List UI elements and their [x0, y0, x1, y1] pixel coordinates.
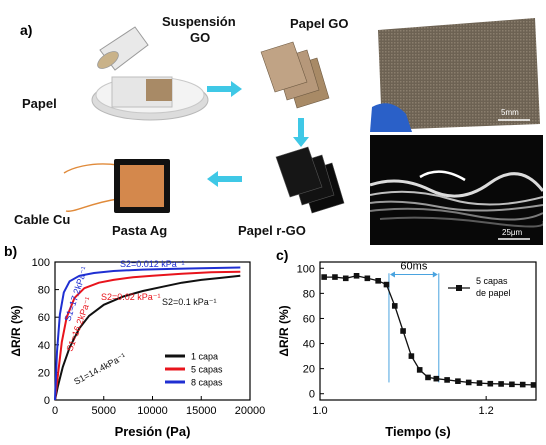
rgo-paper-stack [275, 146, 345, 214]
y-tick-label: 60 [38, 312, 50, 324]
chart-c-time-response: 1.0 1.2 0 20 40 60 80 100 Tiempo (s) ΔR/R (%) 60ms… [277, 261, 537, 439]
photo-paper-sample: 5mm [370, 12, 543, 132]
plot-frame [319, 261, 537, 401]
y-tick-label: 60 [303, 313, 315, 325]
label-cable-cu: Cable Cu [14, 212, 71, 227]
panel-a-letter: a) [20, 22, 33, 38]
fabrication-illustration [91, 26, 209, 121]
y-tick-label: 80 [303, 288, 315, 300]
data-point [487, 380, 494, 387]
data-point [455, 378, 461, 384]
scale-bar-top: 5mm [501, 108, 519, 117]
sem-layers-image [370, 135, 543, 245]
data-point [509, 381, 515, 388]
legend-label-line2: de papel [476, 288, 511, 298]
sensor-device [63, 159, 170, 213]
series-line-1-capa [54, 274, 241, 401]
data-point [433, 375, 440, 382]
data-point [332, 274, 338, 280]
cable-wire-1 [63, 163, 119, 174]
timing-arrow-left [389, 271, 395, 278]
y-tick-label: 20 [303, 364, 315, 376]
y-tick-label: 40 [303, 339, 315, 351]
electrode-pad [120, 165, 164, 207]
data-point [342, 275, 349, 282]
data-point [416, 367, 423, 373]
data-point [400, 328, 406, 334]
y-tick-label: 100 [297, 263, 315, 275]
y-tick-label: 0 [309, 389, 315, 401]
arrow-down-icon [293, 118, 309, 147]
paper-sample-image [370, 18, 540, 132]
legend-label: 8 capas [191, 378, 223, 388]
data-point [383, 281, 390, 288]
label-papel-rgo: Papel r-GO [238, 223, 306, 238]
y-tick-label: 100 [32, 257, 50, 269]
y-axis-label: ΔR/R (%) [9, 305, 23, 356]
label-papel-go: Papel GO [290, 16, 349, 31]
x-axis-label: Presión (Pa) [115, 424, 191, 439]
go-paper-stack [260, 41, 330, 109]
label-suspension-2: GO [190, 30, 211, 45]
data-point [425, 374, 431, 381]
series-line-5-capas [54, 270, 241, 401]
pouring-cup-icon [97, 26, 149, 71]
y-tick-label: 20 [38, 367, 50, 379]
scale-bar-bottom: 25μm [502, 228, 523, 237]
slope-annotation: S2=0.02 kPa⁻¹ [101, 292, 161, 302]
data-point [375, 278, 381, 284]
label-pasta-ag: Pasta Ag [112, 223, 168, 238]
arrow-right-icon [207, 81, 242, 97]
label-suspension-1: Suspensión [162, 14, 236, 29]
x-tick-label: 10000 [137, 405, 168, 417]
y-axis-label: ΔR/R (%) [277, 305, 291, 356]
chart-b-pressure-response: 0 5000 10000 15000 20000 0 20 40 60 80 100 Presión … [9, 257, 266, 439]
legend-marker [456, 285, 462, 291]
y-tick-label: 80 [38, 285, 50, 297]
y-tick-label: 0 [44, 395, 50, 407]
legend-label-line1: 5 capas [476, 276, 508, 286]
arrow-left-icon [207, 171, 242, 187]
glove-shape [370, 103, 412, 132]
panel-c-letter: c) [276, 247, 289, 263]
data-point [465, 379, 472, 386]
timing-label: 60ms [400, 261, 427, 273]
data-point [391, 303, 398, 309]
petri-dish-icon [91, 76, 209, 121]
series-line-8-capas [54, 266, 241, 401]
legend-label: 1 capa [191, 352, 218, 362]
slope-annotation: S2=0.1 kPa⁻¹ [162, 297, 217, 307]
data-point [530, 382, 537, 388]
sem-image: 25μm [370, 135, 543, 245]
slope-annotation: S2=0.012 kPa⁻¹ [120, 259, 185, 269]
go-sheet-1 [260, 41, 308, 93]
data-point [519, 381, 526, 388]
x-tick-label: 20000 [235, 405, 266, 417]
x-tick-label: 1.2 [479, 405, 494, 417]
series-line [324, 275, 534, 386]
data-point [444, 377, 450, 383]
panel-b-letter: b) [4, 243, 18, 259]
x-tick-label: 1.0 [312, 405, 327, 417]
x-tick-label: 15000 [186, 405, 217, 417]
x-tick-label: 0 [52, 405, 58, 417]
legend-label: 5 capas [191, 365, 223, 375]
x-axis-label: Tiempo (s) [385, 424, 451, 439]
data-point [408, 353, 415, 359]
y-tick-label: 40 [38, 340, 50, 352]
slope-annotation: S1=14.4kPa⁻¹ [72, 351, 127, 387]
data-point [353, 273, 360, 279]
data-point [364, 275, 371, 282]
timing-arrow-right [432, 271, 438, 278]
data-point [321, 274, 327, 280]
cable-wire-2 [65, 198, 119, 212]
x-tick-label: 5000 [92, 405, 116, 417]
data-point [476, 380, 483, 386]
label-papel: Papel [22, 96, 57, 111]
data-point [498, 381, 504, 387]
